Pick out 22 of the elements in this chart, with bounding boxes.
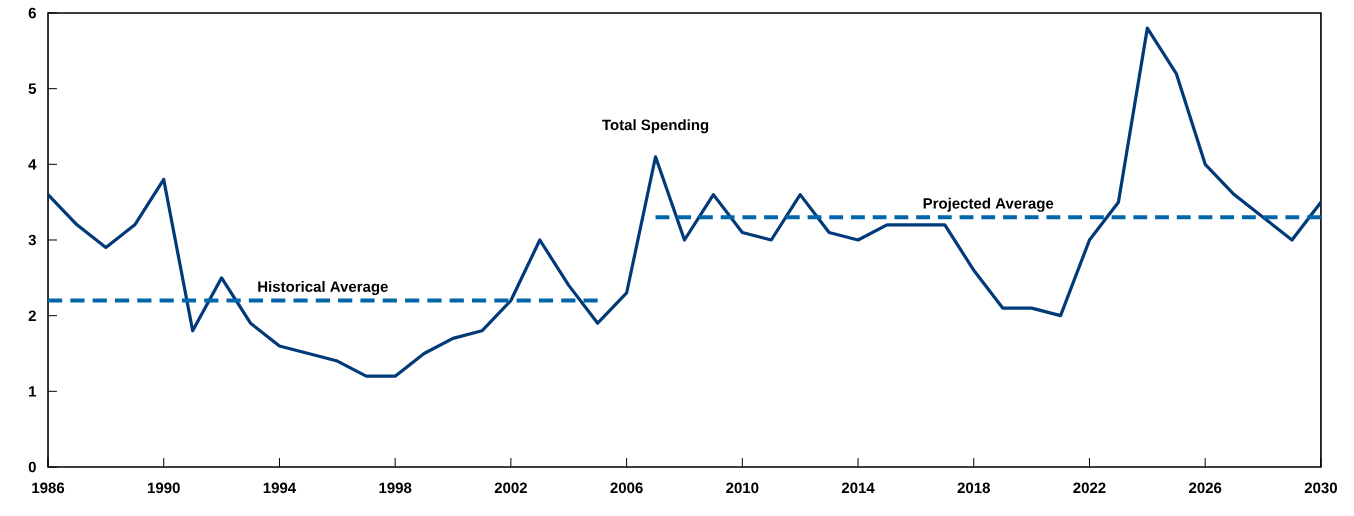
x-tick-label: 1998 (379, 482, 412, 494)
y-tick-label: 2 (28, 310, 36, 321)
x-tick-label: 2014 (841, 482, 875, 494)
x-tick-label: 2010 (726, 482, 759, 494)
x-tick-label: 2026 (1189, 482, 1222, 494)
y-tick-label: 3 (28, 234, 36, 246)
x-tick-label: 2018 (957, 482, 990, 494)
series-label: Historical Average (258, 280, 388, 295)
x-tick-label: 1994 (263, 482, 297, 494)
x-tick-label: 2002 (494, 482, 527, 494)
y-tick-label: 1 (29, 386, 37, 397)
text: Total Spending (602, 119, 709, 134)
x-tick-label: 1990 (147, 482, 180, 494)
x-tick-label: 2006 (610, 482, 643, 494)
x-tick-label: 2022 (1073, 482, 1106, 494)
y-tick-label: 4 (28, 159, 37, 170)
y-tick-label: 0 (28, 461, 36, 473)
y-tick-label: 6 (28, 7, 36, 19)
y-tick-label: 5 (28, 83, 37, 94)
x-tick-label: 2030 (1304, 482, 1337, 494)
x-tick-label: 1986 (32, 482, 65, 494)
series-label: Projected Average (923, 197, 1054, 212)
